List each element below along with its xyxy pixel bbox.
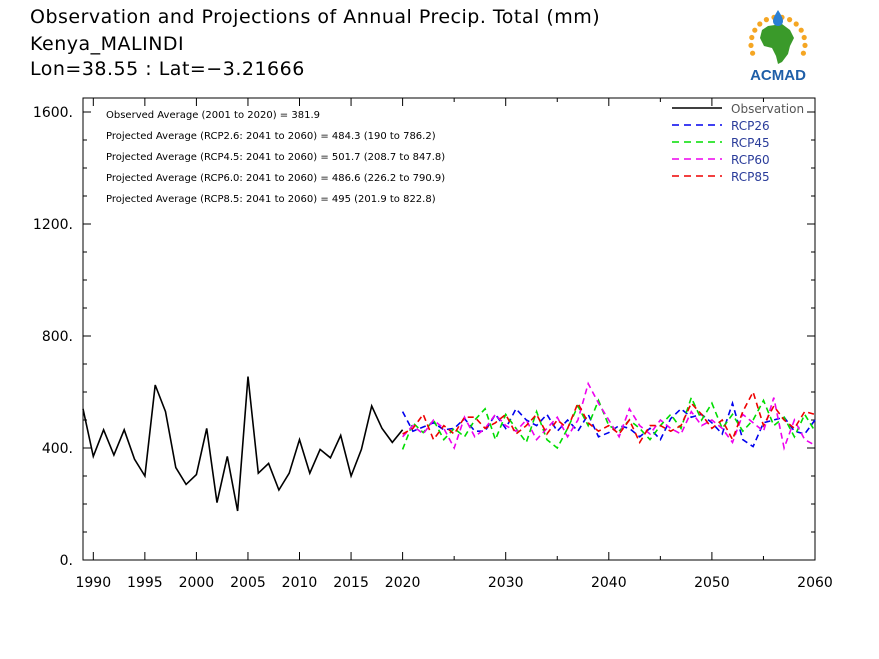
annotation-line: Projected Average (RCP2.6: 2041 to 2060)… <box>106 131 436 142</box>
annotation-line: Projected Average (RCP4.5: 2041 to 2060)… <box>106 152 445 163</box>
y-tick-label: 400. <box>42 441 73 457</box>
sun-ray-dot <box>763 17 769 23</box>
chart-title: Observation and Projections of Annual Pr… <box>30 6 601 28</box>
sun-ray-dot <box>752 27 758 33</box>
sun-ray-dot <box>798 27 804 33</box>
series-line-rcp85 <box>402 389 816 445</box>
sun-ray-dot <box>793 21 799 27</box>
legend: Observation RCP26 RCP45 RCP60 RCP85 <box>672 102 804 184</box>
x-tick-label: 2000 <box>179 575 215 591</box>
axis-ticks <box>83 98 816 561</box>
legend-label: RCP26 <box>731 119 770 133</box>
logo-wordmark: ACMAD <box>750 67 806 84</box>
x-tick-label: 2060 <box>797 575 833 591</box>
sun-ray-dot <box>801 34 807 41</box>
y-tick-label: 0. <box>60 553 73 569</box>
series-line-rcp60 <box>402 381 816 451</box>
legend-label: RCP45 <box>731 136 770 150</box>
legend-label: RCP60 <box>731 153 770 167</box>
sun-ray-dot <box>802 42 808 49</box>
y-tick-label: 800. <box>42 329 73 345</box>
water-drop-icon <box>773 10 783 26</box>
annotation-line: Projected Average (RCP8.5: 2041 to 2060)… <box>106 194 436 205</box>
x-tick-label: 2005 <box>230 575 266 591</box>
x-tick-label: 2030 <box>488 575 524 591</box>
series-line-observation <box>82 376 404 512</box>
plot-frame <box>82 97 816 561</box>
acmad-logo: ACMAD <box>748 10 808 84</box>
axis-tick-labels: 0. 400. 800. 1200. 1600. 1990 1995 2000 2005 2010… <box>33 105 833 591</box>
x-tick-label: 2015 <box>333 575 369 591</box>
y-tick-label: 1200. <box>33 217 73 233</box>
series-lines <box>82 376 816 512</box>
annotation-line: Observed Average (2001 to 2020) = 381.9 <box>106 110 320 121</box>
station-name: Kenya_MALINDI <box>30 33 185 55</box>
x-tick-label: 2050 <box>694 575 730 591</box>
legend-label: Observation <box>731 102 804 116</box>
x-tick-label: 1995 <box>127 575 163 591</box>
sun-ray-dot <box>749 34 755 41</box>
annotation-block: Observed Average (2001 to 2020) = 381.9 P… <box>106 110 445 205</box>
legend-label: RCP85 <box>731 170 770 184</box>
x-tick-label: 2010 <box>282 575 318 591</box>
x-tick-label: 1990 <box>75 575 111 591</box>
sun-ray-dot <box>787 17 793 23</box>
sun-rays-icon <box>748 14 808 56</box>
sun-ray-dot <box>757 21 763 27</box>
sun-ray-dot <box>800 50 806 56</box>
sun-ray-dot <box>748 42 754 49</box>
station-coordinates: Lon=38.55 : Lat=−3.21666 <box>30 58 305 80</box>
y-tick-label: 1600. <box>33 105 73 121</box>
x-tick-label: 2020 <box>385 575 421 591</box>
annotation-line: Projected Average (RCP6.0: 2041 to 2060)… <box>106 173 445 184</box>
sun-ray-dot <box>750 50 756 56</box>
africa-map-icon <box>760 24 794 64</box>
x-tick-label: 2040 <box>591 575 627 591</box>
series-line-rcp45 <box>401 395 816 450</box>
